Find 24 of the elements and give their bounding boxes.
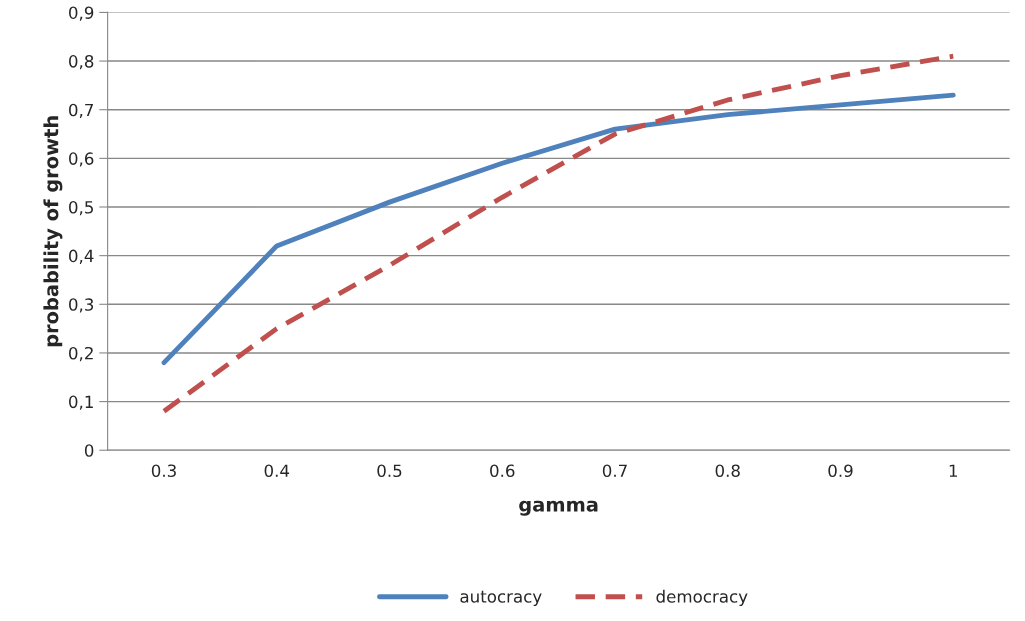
y-tick-label: 0,5 <box>69 200 93 216</box>
line-series <box>161 53 956 414</box>
y-tick-label: 0 <box>84 444 94 457</box>
y-tick-label: 0,7 <box>69 103 94 118</box>
y-tick-label: 0,9 <box>69 6 94 21</box>
legend-label: democracy <box>656 589 748 606</box>
x-axis-title: gamma <box>519 500 598 516</box>
y-tick-label: 0,6 <box>69 152 94 167</box>
line-series <box>161 92 956 366</box>
y-tick-label: 0,4 <box>69 249 94 264</box>
y-axis-title: probability of growth <box>43 116 63 347</box>
y-tick-label: 0,2 <box>69 346 93 362</box>
legend-label: autocracy <box>460 590 542 606</box>
y-tick-label: 0,8 <box>69 55 94 70</box>
y-tick-label: 0,3 <box>69 298 94 313</box>
x-tick-label: 0.4 <box>264 464 290 478</box>
x-tick-label: 0.8 <box>715 464 740 478</box>
x-tick-label: 0.3 <box>151 464 176 478</box>
y-tick-label: 0,1 <box>69 395 93 410</box>
x-tick-label: 0.9 <box>828 464 853 478</box>
x-tick-label: 0.7 <box>602 464 627 478</box>
x-tick-label: 0.6 <box>490 464 515 478</box>
x-tick-label: 1 <box>949 464 958 477</box>
x-tick-label: 0.5 <box>377 464 402 478</box>
